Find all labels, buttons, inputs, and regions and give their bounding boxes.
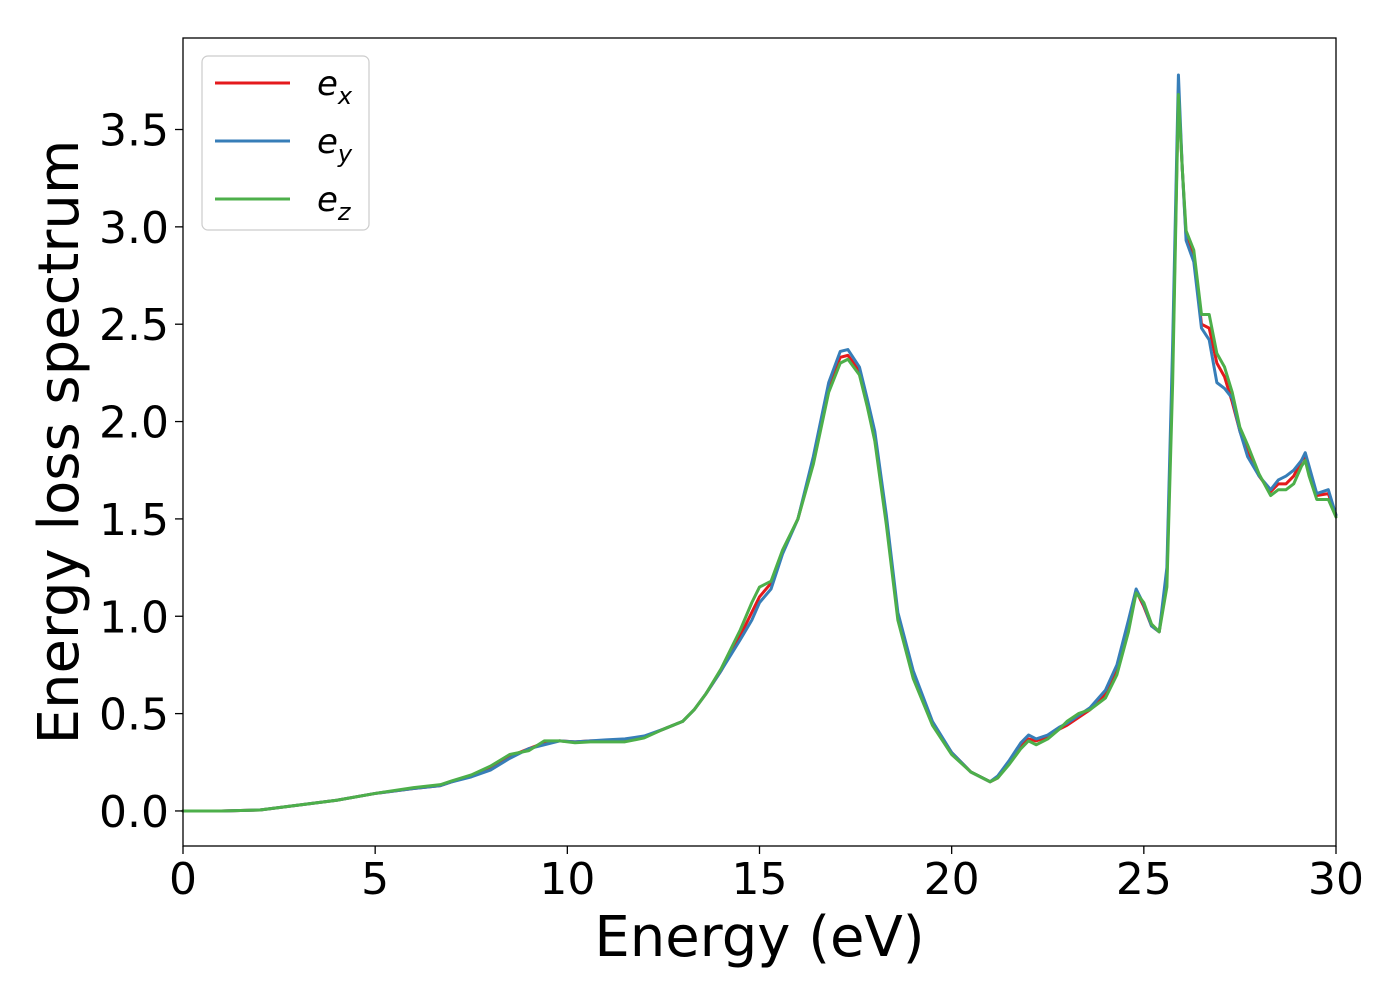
legend-label: ez bbox=[317, 180, 352, 226]
legend-box bbox=[201, 55, 370, 231]
legend-label-subscript: x bbox=[337, 82, 353, 110]
y-tick-label: 3.5 bbox=[99, 106, 169, 157]
y-tick-label: 2.5 bbox=[99, 300, 169, 351]
y-tick-label: 1.5 bbox=[99, 495, 169, 546]
y-tick-label: 2.0 bbox=[99, 398, 169, 449]
x-tick-label: 15 bbox=[732, 854, 788, 905]
legend-label: ey bbox=[317, 122, 353, 168]
x-tick-label: 25 bbox=[1116, 854, 1172, 905]
y-axis-ticks: 0.0 0.5 1.0 1.5 2.0 2.5 3.0 3.5 bbox=[99, 106, 183, 838]
x-tick-label: 0 bbox=[169, 854, 197, 905]
x-tick-label: 30 bbox=[1308, 854, 1364, 905]
y-tick-label: 1.0 bbox=[99, 592, 169, 643]
x-tick-label: 20 bbox=[924, 854, 980, 905]
y-axis-title: Energy loss spectrum bbox=[27, 140, 92, 745]
legend-label-base: e bbox=[317, 180, 338, 220]
x-tick-label: 5 bbox=[361, 854, 389, 905]
y-tick-label: 0.0 bbox=[99, 787, 169, 838]
x-axis-title: Energy (eV) bbox=[594, 905, 924, 970]
legend-label-base: e bbox=[317, 122, 338, 162]
series-line-ez bbox=[181, 92, 1338, 813]
legend-label: ex bbox=[317, 64, 353, 110]
legend-label-subscript: y bbox=[337, 140, 353, 168]
x-axis-ticks: 0 5 10 15 20 25 30 bbox=[169, 846, 1364, 905]
legend-label-base: e bbox=[317, 64, 338, 104]
y-tick-label: 0.5 bbox=[99, 690, 169, 741]
legend-label-subscript: z bbox=[337, 198, 352, 226]
y-tick-label: 3.0 bbox=[99, 203, 169, 254]
x-tick-label: 10 bbox=[539, 854, 595, 905]
plot-lines bbox=[181, 73, 1338, 813]
